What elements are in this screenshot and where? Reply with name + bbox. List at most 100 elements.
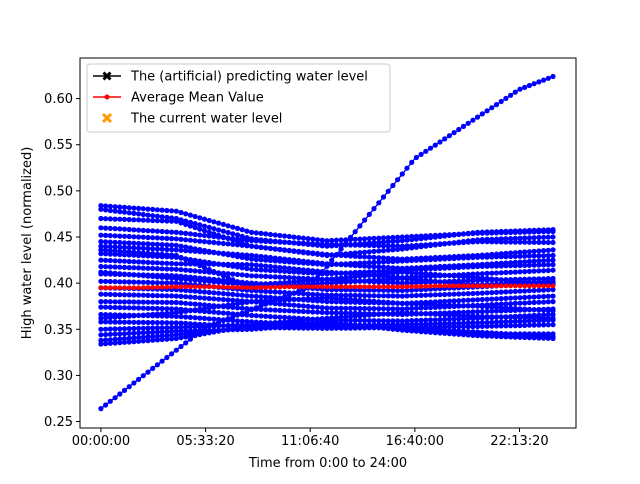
mean-point <box>550 283 556 289</box>
trajectory-point <box>164 306 170 312</box>
trajectory-point <box>526 82 533 89</box>
trajectory-point <box>121 204 128 210</box>
trajectory-point <box>508 228 514 234</box>
trajectory-point <box>451 312 457 318</box>
trajectory-point <box>376 271 382 277</box>
trajectory-point <box>159 329 165 335</box>
trajectory-point <box>324 310 330 316</box>
trajectory-point <box>493 333 500 339</box>
trajectory-point <box>296 258 302 264</box>
trajectory-point <box>249 306 255 312</box>
trajectory-point <box>164 293 170 299</box>
trajectory-point <box>164 214 170 220</box>
trajectory-point <box>470 324 476 330</box>
trajectory-point <box>169 336 175 342</box>
trajectory-point <box>536 258 542 264</box>
mean-point <box>479 283 485 289</box>
trajectory-point <box>484 333 490 339</box>
trajectory-point <box>371 254 377 260</box>
trajectory-point <box>442 312 448 318</box>
trajectory-point <box>366 298 372 304</box>
mean-point <box>305 284 311 290</box>
trajectory-point <box>347 253 354 259</box>
trajectory-point <box>536 262 542 268</box>
trajectory-point <box>230 301 236 307</box>
trajectory-point <box>385 270 391 276</box>
trajectory-point <box>187 314 193 320</box>
trajectory-point <box>117 216 123 222</box>
trajectory-point <box>319 280 325 286</box>
trajectory-point <box>103 264 109 270</box>
trajectory-point <box>522 239 528 245</box>
trajectory-point <box>517 288 523 294</box>
trajectory-point <box>103 207 109 213</box>
trajectory-point <box>366 272 372 278</box>
trajectory-point <box>475 309 481 315</box>
trajectory-point <box>211 233 217 240</box>
trajectory-point <box>498 305 504 311</box>
mean-point <box>404 284 410 290</box>
trajectory-point <box>249 293 255 299</box>
trajectory-point <box>272 289 278 295</box>
trajectory-point <box>197 226 203 232</box>
trajectory-point <box>371 277 377 283</box>
trajectory-point <box>376 235 382 241</box>
mean-point <box>536 283 542 289</box>
trajectory-point <box>437 265 443 271</box>
trajectory-point <box>121 339 128 345</box>
trajectory-point <box>211 269 217 275</box>
trajectory-point <box>244 306 250 312</box>
trajectory-point <box>154 333 160 339</box>
trajectory-point <box>395 238 401 244</box>
trajectory-point <box>437 317 443 323</box>
trajectory-point <box>399 258 405 264</box>
trajectory-point <box>140 206 146 212</box>
trajectory-point <box>244 299 250 305</box>
trajectory-point <box>253 253 259 259</box>
trajectory-point <box>531 235 537 241</box>
trajectory-point <box>121 264 128 270</box>
trajectory-point <box>112 216 118 222</box>
trajectory-point <box>442 316 448 322</box>
trajectory-point <box>479 323 485 329</box>
trajectory-point <box>136 338 142 344</box>
trajectory-point <box>126 217 132 223</box>
trajectory-point <box>390 318 396 324</box>
trajectory-point <box>164 229 170 235</box>
trajectory-point <box>234 225 241 231</box>
trajectory-point <box>220 250 226 256</box>
trajectory-point <box>437 272 443 278</box>
trajectory-point <box>418 151 424 157</box>
trajectory-point <box>366 312 372 318</box>
trajectory-point <box>150 265 156 271</box>
trajectory-point <box>197 262 203 269</box>
trajectory-point <box>522 249 528 255</box>
trajectory-point <box>178 309 184 315</box>
axis-layer: 00:00:00 05:33:20 11:06:40 16:40:00 22:13:20… <box>44 92 549 449</box>
trajectory-point <box>423 292 429 298</box>
trajectory-point <box>310 324 316 330</box>
trajectory-point <box>150 365 156 371</box>
trajectory-point <box>399 310 405 316</box>
trajectory-point <box>385 287 391 293</box>
trajectory-point <box>277 274 283 280</box>
trajectory-point <box>390 234 396 241</box>
trajectory-point <box>173 299 179 306</box>
trajectory-point <box>465 255 471 261</box>
trajectory-point <box>418 301 424 307</box>
trajectory-point <box>475 239 481 245</box>
trajectory-point <box>107 331 113 337</box>
trajectory-point <box>239 305 245 311</box>
trajectory-point <box>305 240 311 247</box>
trajectory-point <box>258 306 264 312</box>
trajectory-point <box>380 287 387 293</box>
trajectory-point <box>399 306 405 312</box>
mean-point <box>517 283 523 289</box>
trajectory-point <box>409 301 415 307</box>
trajectory-point <box>117 326 123 332</box>
trajectory-point <box>173 324 179 330</box>
trajectory-point <box>145 305 151 311</box>
trajectory-point <box>352 292 358 299</box>
trajectory-point <box>136 299 142 305</box>
